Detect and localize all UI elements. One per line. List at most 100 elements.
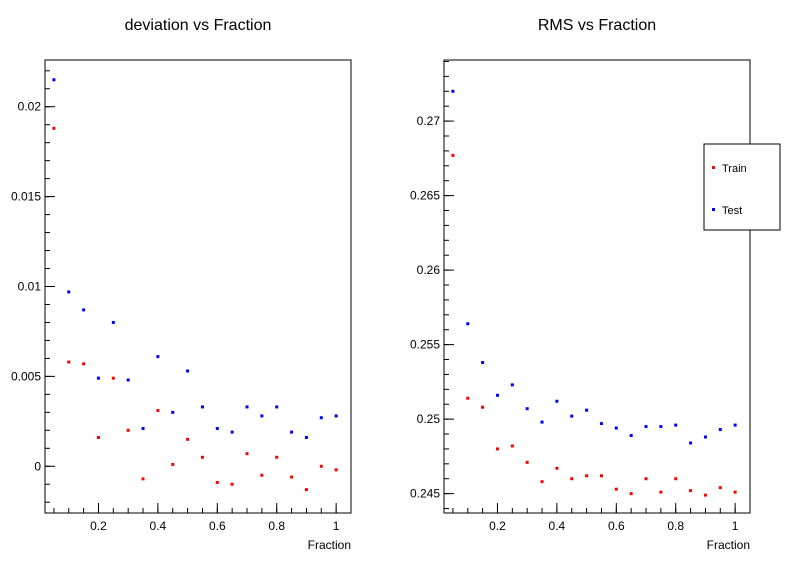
x-tick-label: 0.6 [608, 519, 625, 533]
data-point-test [156, 355, 160, 359]
data-point-train [659, 490, 663, 494]
data-point-test [186, 369, 190, 373]
data-point-train [290, 475, 294, 479]
chart-title: deviation vs Fraction [125, 17, 272, 34]
data-point-test [171, 410, 175, 414]
data-point-train [510, 444, 514, 448]
data-point-train [215, 480, 219, 484]
data-point-test [334, 414, 338, 418]
data-point-test [290, 430, 294, 434]
data-point-train [614, 487, 618, 491]
data-point-train [451, 153, 455, 157]
data-point-train [304, 488, 308, 492]
data-point-train [230, 482, 234, 486]
data-point-train [555, 466, 559, 470]
data-point-test [599, 422, 603, 426]
data-point-test [215, 427, 219, 431]
data-point-train [644, 477, 648, 481]
data-point-test [733, 423, 737, 427]
y-tick-label: 0.01 [18, 280, 42, 294]
data-point-train [141, 477, 145, 481]
data-point-test [555, 399, 559, 403]
data-point-test [614, 426, 618, 430]
data-point-train [52, 126, 56, 130]
data-point-test [260, 414, 264, 418]
data-point-train [200, 455, 204, 459]
x-axis-label: Fraction [707, 538, 750, 552]
data-point-train [570, 477, 574, 481]
data-point-train [156, 409, 160, 413]
data-point-test [111, 320, 115, 324]
x-tick-label: 0.2 [489, 519, 506, 533]
plot-frame [443, 59, 751, 514]
data-point-train [466, 396, 470, 400]
x-tick-label: 0.2 [90, 519, 107, 533]
data-point-test [659, 425, 663, 429]
data-point-train [275, 455, 279, 459]
data-point-train [629, 492, 633, 496]
data-point-test [141, 427, 145, 431]
data-point-train [495, 447, 499, 451]
y-tick-label: 0.02 [18, 100, 42, 114]
data-point-train [96, 436, 100, 439]
data-point-train [186, 437, 190, 441]
chart-title: RMS vs Fraction [538, 17, 656, 34]
data-point-test [689, 441, 693, 445]
data-point-train [334, 468, 338, 472]
x-tick-label: 1 [732, 519, 739, 533]
data-point-train [245, 452, 249, 456]
y-tick-label: 0.005 [11, 369, 41, 383]
data-point-test [644, 425, 648, 429]
data-point-train [481, 405, 485, 409]
data-point-test [703, 435, 707, 439]
y-tick-label: 0.265 [410, 189, 440, 203]
y-tick-label: 0.26 [417, 263, 441, 277]
data-point-test [82, 308, 86, 312]
data-point-test [585, 408, 589, 412]
data-point-train [674, 477, 678, 481]
data-point-test [481, 360, 485, 364]
data-point-test [718, 428, 722, 432]
data-point-train [525, 460, 529, 464]
data-point-test [275, 405, 279, 409]
data-point-train [599, 474, 603, 478]
data-point-test [495, 393, 499, 397]
data-point-test [629, 434, 633, 438]
data-point-train [733, 490, 737, 494]
x-tick-label: 0.8 [268, 519, 285, 533]
data-point-train [82, 362, 86, 366]
data-point-train [689, 489, 693, 493]
x-tick-label: 0.4 [150, 519, 167, 533]
data-point-test [245, 405, 249, 409]
data-point-test [52, 78, 56, 82]
data-point-test [96, 376, 100, 380]
data-point-test [200, 405, 204, 409]
legend-box [703, 143, 781, 231]
data-point-train [111, 376, 115, 380]
legend-entry-test: Test [722, 205, 742, 217]
data-point-test [230, 430, 234, 434]
data-point-test [304, 436, 308, 439]
data-point-test [674, 423, 678, 427]
data-point-train [126, 428, 130, 432]
y-tick-label: 0.245 [410, 487, 440, 501]
data-point-train [703, 493, 707, 497]
data-point-test [510, 383, 514, 387]
y-tick-label: 0.25 [417, 412, 441, 426]
y-tick-label: 0.27 [417, 114, 441, 128]
data-point-train [171, 462, 175, 466]
legend-marker-test [712, 208, 715, 211]
data-point-train [540, 480, 544, 484]
data-point-train [260, 473, 264, 477]
legend: Train Test [703, 143, 781, 231]
data-point-train [319, 464, 323, 468]
data-point-test [451, 89, 455, 93]
data-point-test [466, 322, 470, 326]
data-point-test [126, 378, 130, 382]
legend-entry-train: Train [722, 163, 747, 175]
x-tick-label: 1 [333, 519, 340, 533]
deviation-panel: deviation vs Fraction Fraction 0.2 0.4 0.6… [11, 17, 352, 552]
x-tick-label: 0.8 [667, 519, 684, 533]
data-point-test [570, 414, 574, 418]
